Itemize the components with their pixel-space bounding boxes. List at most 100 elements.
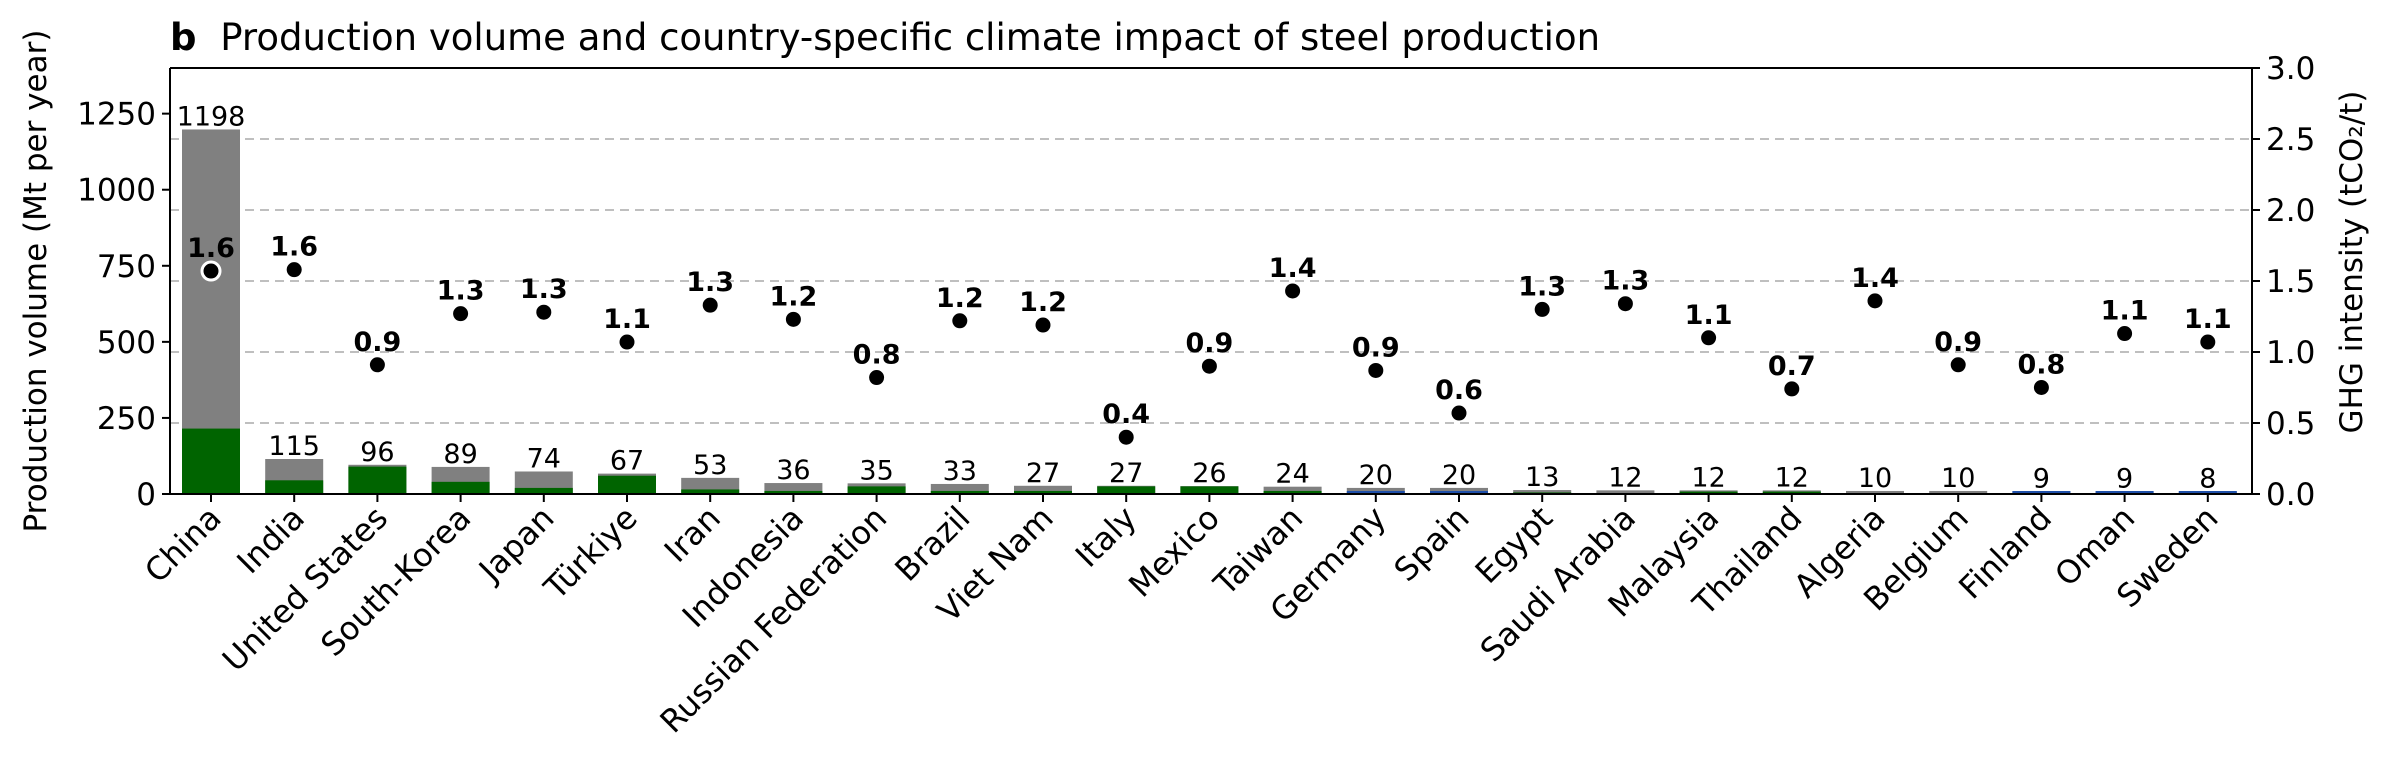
bar-value-label: 35	[859, 455, 893, 486]
y-tick-label-right: 1.5	[2266, 264, 2315, 300]
bar-value-label: 9	[2033, 463, 2050, 494]
ghg-marker	[536, 304, 552, 320]
bar-value-label: 96	[360, 437, 394, 468]
bar-segment	[431, 481, 490, 494]
ghg-value-label: 1.2	[769, 281, 817, 312]
ghg-marker	[1534, 301, 1550, 317]
bar-segment	[265, 480, 324, 494]
ghg-marker	[286, 262, 302, 278]
ghg-value-label: 1.4	[1269, 253, 1317, 284]
ghg-markers: 1.6 1.6 0.9 1.3 1.3 1.1 1.3 1.2 0.8 1.2 1.2 0.4 0.9 1…	[187, 232, 2232, 445]
ghg-value-label: 0.9	[353, 327, 401, 358]
y-tick-label-left: 500	[97, 325, 156, 361]
bar-total	[1513, 490, 1572, 494]
y-tick-label-left: 1250	[77, 97, 156, 133]
ghg-value-label: 1.3	[686, 267, 734, 298]
bar-segment	[1679, 491, 1738, 494]
y-tick-label-right: 2.0	[2266, 193, 2315, 229]
bar-segment	[2012, 491, 2071, 494]
ghg-value-label: 0.8	[2017, 350, 2065, 381]
ghg-marker	[1950, 357, 1966, 373]
ghg-value-label: 1.2	[1019, 287, 1067, 318]
bar-value-label: 27	[1026, 458, 1060, 489]
bar-value-label: 12	[1775, 462, 1809, 493]
chart-title: b Production volume and country-specific…	[170, 16, 1600, 59]
ghg-marker	[1368, 362, 1384, 378]
bar-value-label: 20	[1442, 460, 1476, 491]
bar-value-label: 67	[610, 446, 644, 477]
bar-segment	[1762, 491, 1821, 494]
ghg-value-label: 0.6	[1435, 375, 1483, 406]
bar-segment	[930, 490, 989, 494]
ghg-marker	[869, 370, 885, 386]
x-tick-label: Finland	[1951, 499, 2059, 607]
bar-value-label: 10	[1858, 463, 1892, 494]
y-tick-label-right: 3.0	[2266, 51, 2315, 87]
bar-segment	[2095, 491, 2154, 494]
ghg-value-label: 1.1	[2184, 304, 2232, 335]
bar-value-label: 9	[2116, 463, 2133, 494]
y-axis-label-left: Production volume (Mt per year)	[18, 30, 54, 533]
ghg-marker	[1451, 405, 1467, 421]
bar-value-label: 13	[1525, 462, 1559, 493]
bar-value-label: 36	[776, 455, 810, 486]
bar-total	[1430, 487, 1488, 494]
ghg-value-label: 1.3	[437, 276, 485, 307]
bar-segment	[182, 428, 240, 494]
y-tick-label-left: 0	[136, 477, 156, 513]
y-tick-label-left: 1000	[77, 173, 156, 209]
bar-total	[1263, 486, 1322, 494]
ghg-value-label: 1.1	[1685, 300, 1733, 331]
x-tick-label: Iran	[657, 499, 728, 570]
ghg-marker	[1118, 429, 1134, 445]
y-axis-label-right: GHG intensity (tCO₂/t)	[2334, 91, 2370, 434]
bar-value-label: 8	[2199, 464, 2216, 495]
bar-segment	[1346, 491, 1405, 494]
ghg-marker	[453, 306, 469, 322]
ghg-value-label: 0.7	[1768, 351, 1816, 382]
ghg-value-label: 1.3	[520, 274, 568, 305]
ghg-marker	[619, 334, 635, 350]
bar-segment	[514, 487, 573, 494]
ghg-marker	[785, 311, 801, 327]
title-text: Production volume and country-specific c…	[220, 16, 1600, 59]
y-tick-label-right: 0.0	[2266, 477, 2315, 513]
ghg-value-label: 1.3	[1601, 266, 1649, 297]
bar-total	[1346, 487, 1405, 494]
bar-value-label: 12	[1691, 462, 1725, 493]
ghg-value-label: 0.8	[853, 340, 901, 371]
panel-letter: b	[170, 16, 197, 59]
ghg-marker	[1701, 330, 1717, 346]
bar-value-label: 20	[1359, 460, 1393, 491]
bar-segment	[1097, 486, 1156, 494]
bar-value-label: 10	[1941, 463, 1975, 494]
y-tick-label-left: 250	[97, 401, 156, 437]
ghg-marker	[1035, 317, 1051, 333]
ghg-marker	[200, 260, 222, 282]
x-tick-label: Italy	[1068, 499, 1144, 575]
bar-segment	[1014, 490, 1072, 494]
ghg-marker	[702, 297, 718, 313]
bar-total	[1929, 490, 1988, 494]
y-tick-label-right: 1.0	[2266, 335, 2315, 371]
ghg-value-label: 1.4	[1851, 263, 1899, 294]
bars	[182, 129, 2237, 495]
bar-value-label: 27	[1109, 458, 1143, 489]
bar-value-label: 12	[1608, 462, 1642, 493]
ghg-marker	[1784, 381, 1800, 397]
bar-value-label: 24	[1275, 459, 1309, 490]
ghg-value-label: 1.3	[1518, 271, 1566, 302]
bar-total	[1014, 485, 1072, 494]
ghg-value-label: 1.2	[936, 283, 984, 314]
ghg-marker	[369, 357, 385, 373]
ghg-marker	[2200, 334, 2216, 350]
ghg-value-label: 1.1	[2101, 296, 2149, 327]
ghg-value-label: 1.6	[187, 233, 235, 264]
bar-segment	[1430, 491, 1488, 494]
bar-segment	[598, 475, 656, 494]
ghg-marker	[2033, 380, 2049, 395]
ghg-marker	[2117, 326, 2133, 342]
